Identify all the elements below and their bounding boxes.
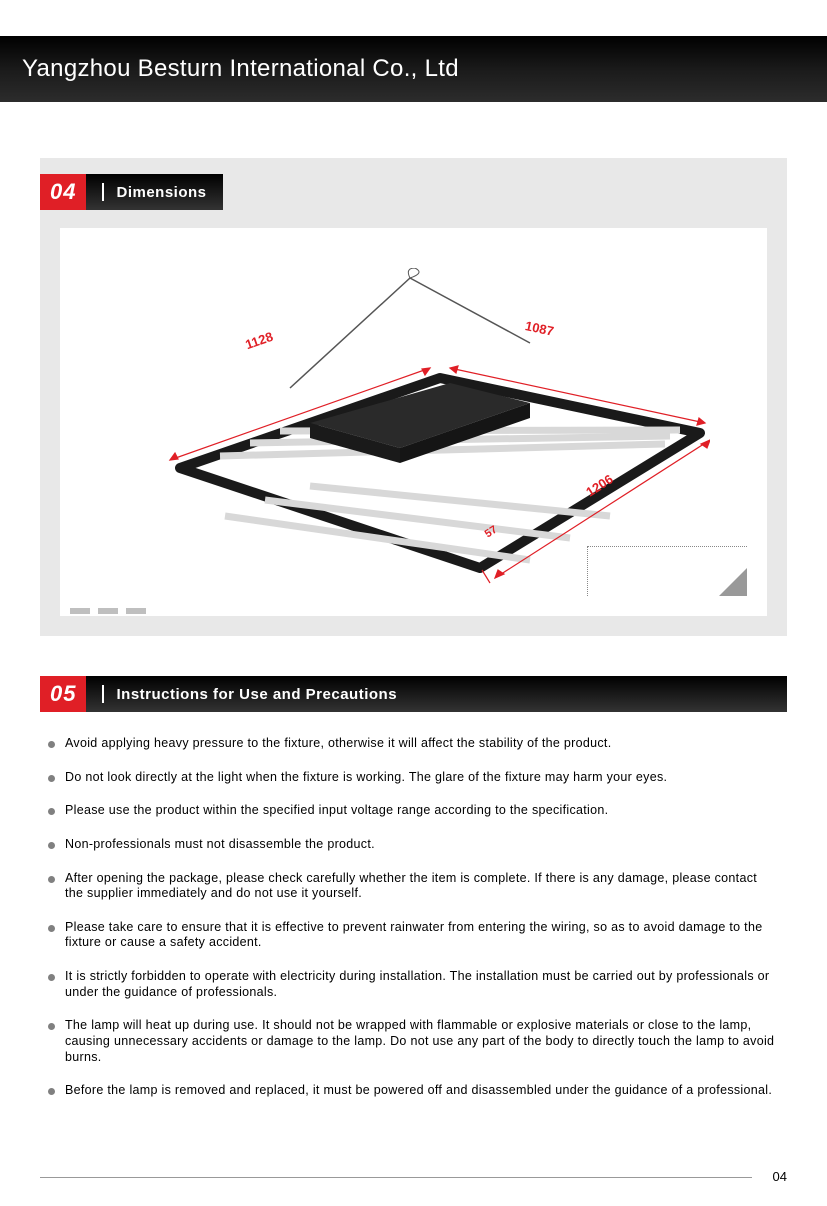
- bullet-icon: [48, 1088, 55, 1095]
- section-04-number: 04: [40, 174, 86, 210]
- section-04-header: 04 Dimensions: [40, 174, 223, 210]
- bullet-icon: [48, 808, 55, 815]
- bullet-icon: [48, 974, 55, 981]
- corner-triangle-icon: [719, 568, 747, 596]
- dimensions-diagram: 1128 1087 1206 57: [60, 228, 767, 616]
- section-04-title: Dimensions: [86, 174, 222, 210]
- list-item: Avoid applying heavy pressure to the fix…: [48, 736, 779, 752]
- page-number: 04: [773, 1169, 787, 1184]
- section-05-number: 05: [40, 676, 86, 712]
- section-instructions: 05 Instructions for Use and Precautions …: [40, 676, 787, 1099]
- bullet-icon: [48, 1023, 55, 1030]
- section-05-title: Instructions for Use and Precautions: [86, 676, 787, 712]
- list-item: Please use the product within the specif…: [48, 803, 779, 819]
- bullet-icon: [48, 842, 55, 849]
- bullet-text: The lamp will heat up during use. It sho…: [65, 1018, 779, 1065]
- bullet-icon: [48, 925, 55, 932]
- list-item: Do not look directly at the light when t…: [48, 770, 779, 786]
- section-dimensions: 04 Dimensions: [40, 158, 787, 636]
- list-item: Before the lamp is removed and replaced,…: [48, 1083, 779, 1099]
- list-item: It is strictly forbidden to operate with…: [48, 969, 779, 1000]
- bullet-text: Before the lamp is removed and replaced,…: [65, 1083, 772, 1099]
- list-item: After opening the package, please check …: [48, 871, 779, 902]
- section-05-header: 05 Instructions for Use and Precautions: [40, 676, 787, 712]
- bullet-icon: [48, 741, 55, 748]
- company-name: Yangzhou Besturn International Co., Ltd: [22, 55, 459, 83]
- bullet-text: Non-professionals must not disassemble t…: [65, 837, 375, 853]
- bullet-text: Please use the product within the specif…: [65, 803, 608, 819]
- list-item: Non-professionals must not disassemble t…: [48, 837, 779, 853]
- bullet-icon: [48, 775, 55, 782]
- bullet-text: Avoid applying heavy pressure to the fix…: [65, 736, 611, 752]
- bullet-text: Do not look directly at the light when t…: [65, 770, 667, 786]
- bullet-text: After opening the package, please check …: [65, 871, 779, 902]
- list-item: The lamp will heat up during use. It sho…: [48, 1018, 779, 1065]
- list-item: Please take care to ensure that it is ef…: [48, 920, 779, 951]
- top-header-bar: Yangzhou Besturn International Co., Ltd: [0, 36, 827, 102]
- bullet-text: Please take care to ensure that it is ef…: [65, 920, 779, 951]
- precautions-list: Avoid applying heavy pressure to the fix…: [40, 736, 787, 1099]
- bullet-icon: [48, 876, 55, 883]
- decorative-dashes: [70, 608, 146, 614]
- footer-line: [40, 1177, 752, 1178]
- fixture-drawing: [110, 268, 710, 588]
- bullet-text: It is strictly forbidden to operate with…: [65, 969, 779, 1000]
- section-05-title-text: Instructions for Use and Precautions: [116, 686, 397, 703]
- section-04-title-text: Dimensions: [116, 184, 206, 201]
